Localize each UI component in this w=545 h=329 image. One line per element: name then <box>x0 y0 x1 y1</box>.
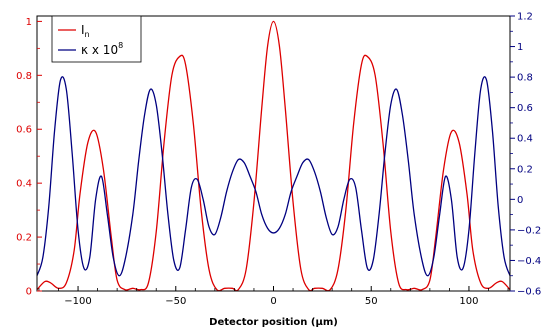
legend-box <box>51 15 142 63</box>
x-tick-label: −100 <box>64 296 91 307</box>
x-tick-label: 0 <box>270 296 276 307</box>
x-tick-label: −50 <box>165 296 186 307</box>
series-line-kappa <box>36 76 511 277</box>
left-y-axis: 0 0.2 0.4 0.6 0.8 1 <box>16 17 42 298</box>
right-y-tick-label: 1 <box>517 42 523 53</box>
left-y-tick-label: 0.4 <box>16 179 32 190</box>
legend-label-intensity-subscript: n <box>85 30 90 39</box>
right-y-tick-label: −0.4 <box>517 256 541 267</box>
left-y-tick-label: 0.6 <box>16 125 32 136</box>
right-y-tick-label: 0 <box>517 195 523 206</box>
x-tick-label: 100 <box>459 296 478 307</box>
legend-label-kappa-superscript: 8 <box>118 41 123 50</box>
right-y-tick-label: 0.8 <box>517 73 533 84</box>
legend-label-intensity-main: I <box>81 23 85 37</box>
left-y-tick-label: 0 <box>26 287 32 298</box>
legend-label-intensity: In <box>81 23 90 39</box>
right-y-axis: −0.6 −0.4 −0.2 0 0.2 0.4 0.6 0.8 1 1.2 <box>510 12 541 298</box>
legend-label-kappa: κ x 108 <box>81 41 123 57</box>
x-axis-label: Detector position (µm) <box>209 317 338 328</box>
right-y-tick-label: −0.2 <box>517 225 541 236</box>
x-tick-label: 50 <box>365 296 378 307</box>
right-y-tick-label: 0.4 <box>517 134 533 145</box>
legend-label-kappa-main: κ x 10 <box>81 43 118 57</box>
left-y-tick-label: 1 <box>26 17 32 28</box>
series-line-intensity <box>36 20 511 292</box>
plot-series <box>36 20 511 292</box>
right-y-tick-label: 1.2 <box>517 12 533 23</box>
right-y-tick-label: −0.6 <box>517 287 541 298</box>
x-axis: −100 −50 0 50 100 <box>38 286 509 307</box>
legend: In κ x 108 <box>51 15 142 63</box>
right-y-tick-label: 0.2 <box>517 164 533 175</box>
left-y-tick-label: 0.2 <box>16 233 32 244</box>
left-y-tick-label: 0.8 <box>16 71 32 82</box>
right-y-tick-label: 0.6 <box>517 103 533 114</box>
